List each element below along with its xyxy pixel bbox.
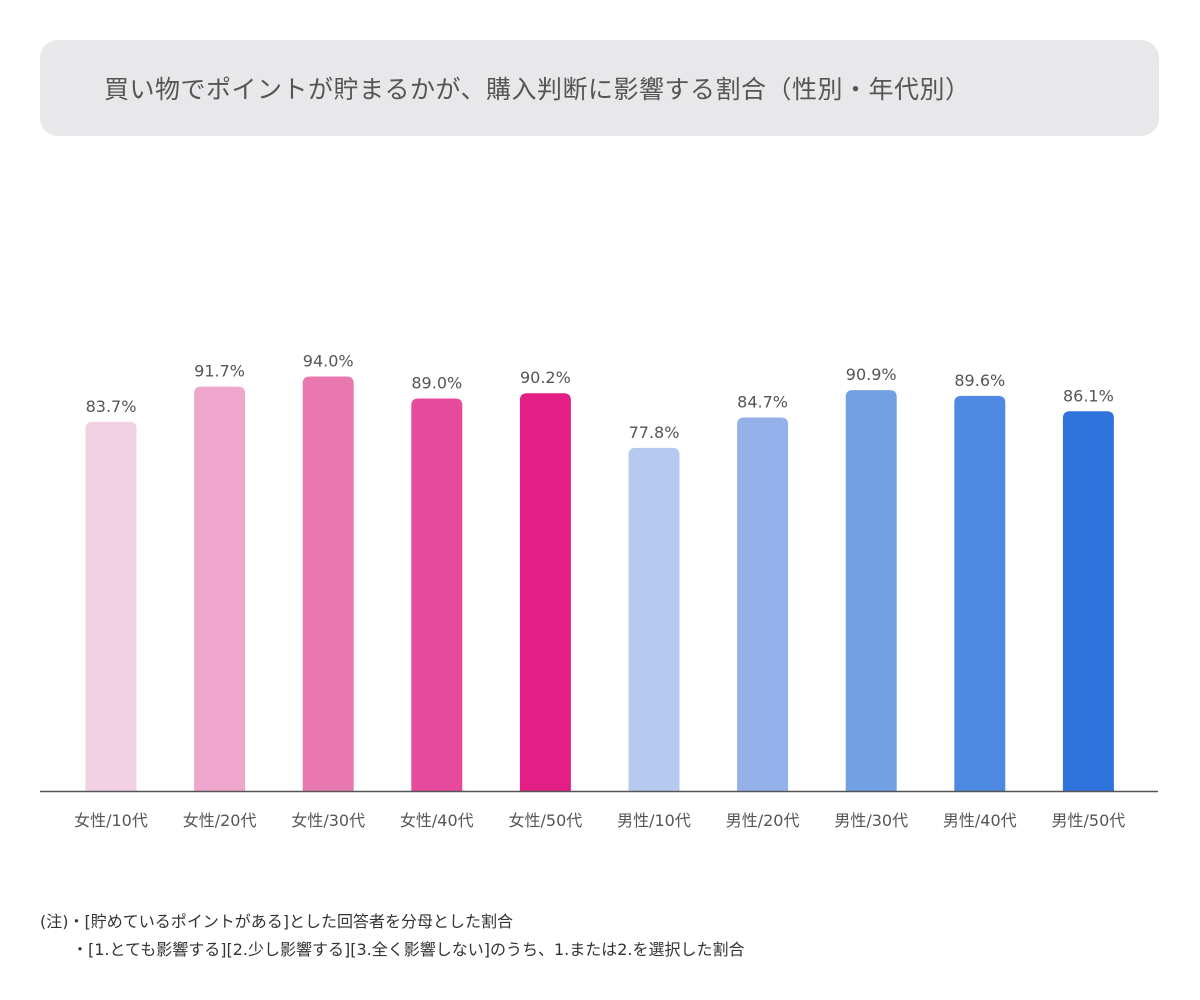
x-tick-label: 女性/20代 [183, 811, 257, 830]
x-tick-label: 男性/10代 [617, 811, 691, 830]
bar [1062, 411, 1114, 791]
data-label: 86.1% [1063, 386, 1114, 405]
notes: (注)・[貯めているポイントがある]とした回答者を分母とした割合 ・[1.とても… [40, 908, 745, 964]
x-tick-label: 女性/30代 [291, 811, 365, 830]
data-label: 89.6% [954, 371, 1005, 390]
data-label: 77.8% [629, 423, 680, 442]
bar [302, 376, 354, 791]
data-label: 91.7% [194, 362, 245, 381]
bar [411, 398, 463, 791]
x-tick-label: 男性/40代 [943, 811, 1017, 830]
chart-title: 買い物でポイントが貯まるかが、購入判断に影響する割合（性別・年代別） [104, 75, 971, 104]
x-tick-label: 女性/50代 [509, 811, 583, 830]
data-label: 90.2% [520, 368, 571, 387]
data-label: 84.7% [737, 392, 788, 411]
bar [85, 421, 137, 791]
data-label: 83.7% [86, 397, 137, 416]
x-tick-label: 男性/50代 [1052, 811, 1126, 830]
note-line-1: (注)・[貯めているポイントがある]とした回答者を分母とした割合 [40, 912, 513, 931]
note-line-2: ・[1.とても影響する][2.少し影響する][3.全く影響しない]のうち、1.ま… [72, 940, 745, 959]
bar [519, 393, 571, 791]
data-label: 90.9% [846, 365, 897, 384]
data-label: 89.0% [411, 374, 462, 393]
x-tick-label: 女性/40代 [400, 811, 474, 830]
bar-chart: 83.7% 女性/10代 91.7% 女性/20代 94.0% 女性/30代 89.0% 女性… [40, 351, 1158, 830]
chart-title-box: 買い物でポイントが貯まるかが、購入判断に影響する割合（性別・年代別） [40, 40, 1159, 136]
x-tick-label: 女性/10代 [74, 811, 148, 830]
bar [845, 390, 897, 791]
bar [737, 417, 789, 791]
bar [194, 386, 246, 791]
bar [954, 395, 1006, 791]
bar [628, 447, 680, 791]
data-label: 94.0% [303, 351, 354, 370]
x-tick-label: 男性/20代 [726, 811, 800, 830]
x-tick-label: 男性/30代 [834, 811, 908, 830]
